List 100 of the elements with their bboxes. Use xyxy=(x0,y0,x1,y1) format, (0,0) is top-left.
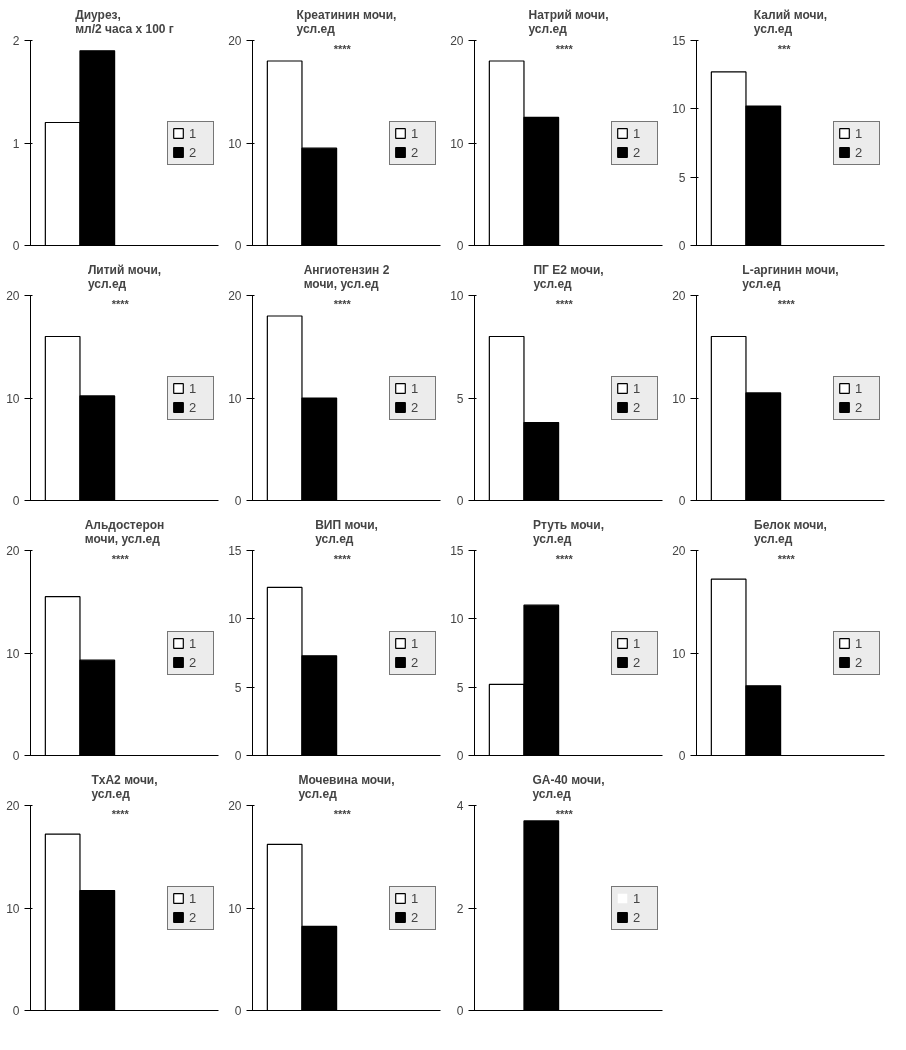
y-tick-label: 2 xyxy=(456,901,464,916)
legend-label: 1 xyxy=(189,890,198,906)
text: **** xyxy=(333,297,352,310)
legend-label: 2 xyxy=(633,399,642,415)
chart-title: Альдостерон мочи, усл.ед xyxy=(84,517,165,546)
y-tick-label: 10 xyxy=(6,901,20,916)
text: **** xyxy=(555,807,574,820)
y-tick-label: 0 xyxy=(456,239,464,253)
chart-title: GA-40 мочи, усл.ед xyxy=(532,772,605,801)
text: **** xyxy=(777,552,796,565)
legend-label: 2 xyxy=(189,909,198,925)
legend-label: 2 xyxy=(189,654,198,670)
y-tick-label: 0 xyxy=(12,749,20,763)
text: **** xyxy=(555,552,574,565)
chart-title: Ртуть мочи, усл.ед xyxy=(532,517,605,546)
legend-label: 1 xyxy=(411,380,420,396)
legend-label: 1 xyxy=(633,125,642,141)
text: **** xyxy=(333,42,352,55)
legend-label: 1 xyxy=(189,125,198,141)
y-tick-label: 1 xyxy=(12,136,20,151)
legend-label: 2 xyxy=(411,399,420,415)
y-tick-label: 0 xyxy=(234,494,242,508)
legend-label: 1 xyxy=(411,635,420,651)
legend-label: 2 xyxy=(189,144,198,160)
y-tick-label: 10 xyxy=(450,612,464,627)
legend-label: 1 xyxy=(633,890,642,906)
y-tick-label: 5 xyxy=(234,680,242,695)
legend-label: 1 xyxy=(411,890,420,906)
text: *** xyxy=(777,42,792,55)
y-tick-label: 5 xyxy=(678,170,686,185)
y-tick-label: 20 xyxy=(6,544,20,558)
y-tick-label: 20 xyxy=(228,289,242,303)
y-tick-label: 20 xyxy=(450,34,464,48)
y-tick-label: 0 xyxy=(456,1004,464,1018)
y-tick-label: 10 xyxy=(450,289,464,303)
legend-label: 1 xyxy=(633,635,642,651)
legend-label: 1 xyxy=(633,380,642,396)
text: **** xyxy=(555,42,574,55)
y-tick-label: 20 xyxy=(228,799,242,813)
y-tick-label: 0 xyxy=(234,1004,242,1018)
y-tick-label: 10 xyxy=(228,391,242,406)
y-tick-label: 10 xyxy=(672,391,686,406)
legend-label: 1 xyxy=(411,125,420,141)
y-tick-label: 10 xyxy=(6,391,20,406)
legend-label: 2 xyxy=(411,654,420,670)
y-tick-label: 0 xyxy=(12,239,20,253)
y-tick-label: 5 xyxy=(456,680,464,695)
y-tick-label: 2 xyxy=(12,34,20,48)
y-tick-label: 20 xyxy=(672,289,686,303)
chart-title: Калий мочи, усл.ед xyxy=(753,7,828,36)
annotation: **** xyxy=(111,552,130,565)
y-tick-label: 10 xyxy=(228,612,242,627)
y-tick-label: 10 xyxy=(672,102,686,117)
legend-label: 2 xyxy=(411,909,420,925)
y-tick-label: 5 xyxy=(456,391,464,406)
y-tick-label: 20 xyxy=(672,544,686,558)
y-tick-label: 0 xyxy=(12,1004,20,1018)
legend-label: 1 xyxy=(855,125,864,141)
y-tick-label: 10 xyxy=(450,136,464,151)
chart-title: TxA2 мочи, усл.ед xyxy=(91,772,158,801)
chart-title: Литий мочи, усл.ед xyxy=(87,262,162,291)
legend-label: 1 xyxy=(855,380,864,396)
y-tick-label: 20 xyxy=(6,289,20,303)
legend-label: 2 xyxy=(855,654,864,670)
y-tick-label: 10 xyxy=(228,901,242,916)
legend-label: 2 xyxy=(633,144,642,160)
y-tick-label: 0 xyxy=(678,749,686,763)
y-tick-label: 10 xyxy=(228,136,242,151)
chart-title: ВИП мочи, усл.ед xyxy=(315,517,378,546)
text: **** xyxy=(333,807,352,820)
y-tick-label: 0 xyxy=(12,494,20,508)
legend-label: 1 xyxy=(189,380,198,396)
annotation: **** xyxy=(111,297,130,310)
y-tick-label: 0 xyxy=(678,239,686,253)
chart-title: Натрий мочи, усл.ед xyxy=(528,7,609,36)
chart-title: Креатинин мочи, усл.ед xyxy=(296,7,397,36)
y-tick-label: 20 xyxy=(6,799,20,813)
y-tick-label: 0 xyxy=(456,494,464,508)
chart-title: Белок мочи, усл.ед xyxy=(754,517,827,546)
legend-label: 1 xyxy=(855,635,864,651)
chart-title: Мочевина мочи, усл.ед xyxy=(298,772,395,801)
legend-label: 2 xyxy=(633,909,642,925)
y-tick-label: 0 xyxy=(456,749,464,763)
legend-label: 2 xyxy=(855,399,864,415)
y-tick-label: 15 xyxy=(228,544,242,558)
text: **** xyxy=(333,552,352,565)
y-tick-label: 0 xyxy=(234,239,242,253)
chart-title: L-аргинин мочи, усл.ед xyxy=(742,262,839,291)
legend-label: 2 xyxy=(633,654,642,670)
chart-title: Ангиотензин 2 мочи, усл.ед xyxy=(303,262,390,291)
y-tick-label: 10 xyxy=(672,646,686,661)
legend-label: 2 xyxy=(189,399,198,415)
y-tick-label: 20 xyxy=(228,34,242,48)
chart-title: Диурез, мл/2 часа х 100 г xyxy=(75,7,174,36)
legend-label: 2 xyxy=(855,144,864,160)
chart-title: ПГ Е2 мочи, усл.ед xyxy=(533,262,604,291)
y-tick-label: 0 xyxy=(678,494,686,508)
y-tick-label: 10 xyxy=(6,646,20,661)
legend-label: 2 xyxy=(411,144,420,160)
annotation: **** xyxy=(111,807,130,820)
